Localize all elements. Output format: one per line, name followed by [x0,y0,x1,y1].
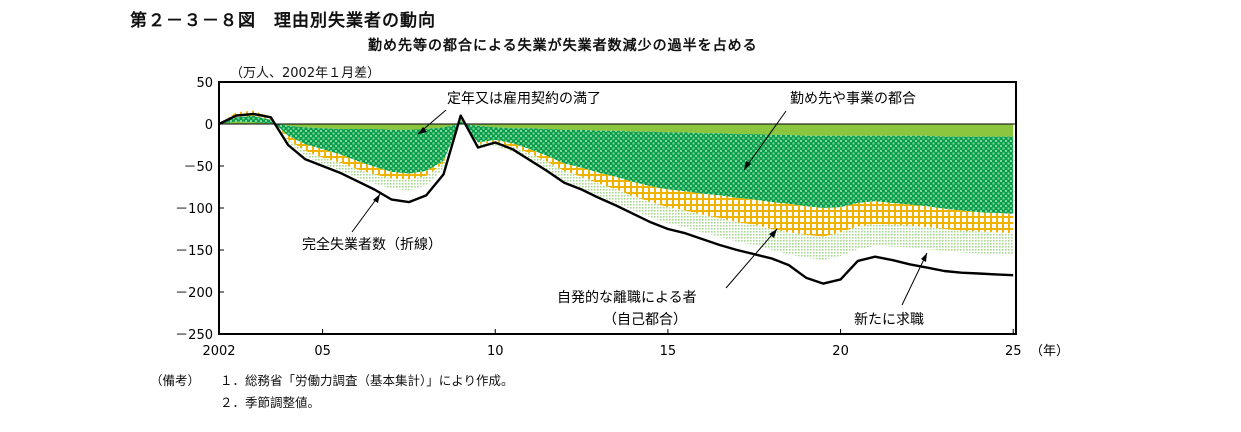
plot-frame [218,81,1017,335]
chart-annotations: 定年又は雇用契約の満了 勤め先や事業の都合 完全失業者数（折線） 自発的な離職に… [302,90,928,328]
y-tick-label: －50 [183,160,213,175]
annotation-voluntary: 自発的な離職による者 [557,289,697,306]
arrowhead-total [373,194,380,203]
y-tick-label: －250 [175,328,213,343]
annotation-new-job: 新たに求職 [854,312,924,328]
y-tick-label: －150 [175,244,213,259]
arrow-voluntary [725,228,778,289]
area-new-job [219,110,1014,261]
arrow-new-job [901,252,928,306]
arrow-company [743,110,787,171]
stacked-areas [218,110,1016,285]
area-company [219,115,1014,214]
y-tick-label: 0 [205,118,213,133]
note-2: ２．季節調整値。 [220,395,321,410]
arrowhead-company [744,161,751,170]
x-tick-label: 25 [1005,344,1022,359]
annotation-company: 勤め先や事業の都合 [790,91,916,107]
note-1: （備考） １．総務省「労働力調査（基本集計）」により作成。 [150,373,514,388]
figure-notes: （備考） １．総務省「労働力調査（基本集計）」により作成。 ２．季節調整値。 [150,370,514,414]
y-axis-unit: （万人、2002年１月差） [230,66,381,81]
annotation-retirement: 定年又は雇用契約の満了 [447,90,601,107]
x-tick-label: 2002 [202,344,235,359]
x-tick-label: 10 [487,344,504,359]
arrowhead-retirement [418,127,427,134]
x-axis-unit: （年） [1030,344,1069,359]
y-tick-label: －100 [175,202,213,217]
x-tick-label: 05 [314,344,331,359]
figure-subtitle: 勤め先等の都合による失業が失業者数減少の過半を占める [368,38,758,54]
x-tick-label: 20 [832,344,849,359]
x-tick-label: 15 [660,344,677,359]
area-retirement [219,121,1014,137]
area-voluntary [219,110,1014,237]
y-tick-label: －200 [175,286,213,301]
annotation-voluntary-sub: （自己都合） [603,312,687,328]
arrowhead-voluntary [769,229,777,238]
total-unemployed-line [218,112,1014,285]
annotation-total: 完全失業者数（折線） [302,236,442,253]
y-tick-label: 50 [196,76,213,91]
figure-title: 第２－３－８図 理由別失業者の動向 [130,11,436,31]
arrowhead-new-job [921,253,927,262]
